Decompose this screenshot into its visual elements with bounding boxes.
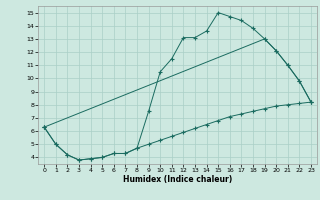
X-axis label: Humidex (Indice chaleur): Humidex (Indice chaleur) xyxy=(123,175,232,184)
